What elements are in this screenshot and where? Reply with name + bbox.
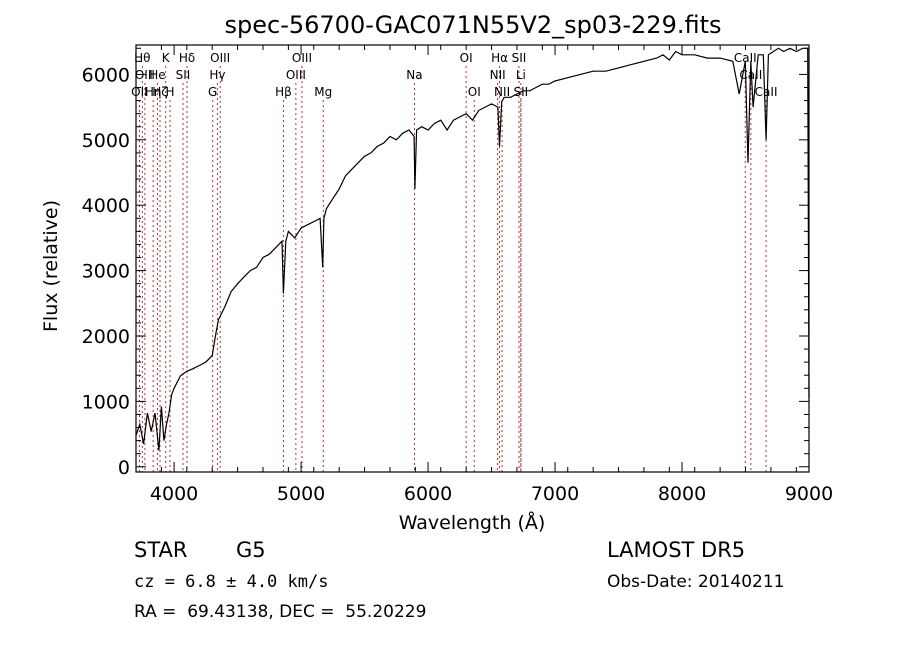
x-tick-label: 5000 [277,483,325,505]
y-tick-label: 4000 [82,195,130,217]
line-marker-label: Mg [314,85,332,99]
y-axis-label: Flux (relative) [40,200,62,332]
line-marker-label: Hη [145,85,162,99]
class-label: STAR [134,538,188,562]
line-marker-label: OI [468,85,481,99]
x-tick-label: 4000 [150,483,198,505]
y-tick-label: 0 [118,457,130,479]
coordinates: RA = 69.43138, DEC = 55.20229 [134,602,427,622]
line-marker-label: Hα [491,51,508,65]
line-marker-label: SII [176,68,191,82]
obs-date: Obs-Date: 20140211 [607,572,785,592]
y-tick-label: 2000 [82,326,130,348]
line-marker-label: H [166,85,175,99]
x-tick-label: 7000 [531,483,579,505]
line-marker-label: Hζ [152,85,168,99]
line-marker-label: He [149,68,165,82]
line-marker-label: Hθ [134,51,150,65]
line-marker-label: OIII [210,51,230,65]
plot-frame [135,44,810,473]
x-tick-label: 9000 [785,483,833,505]
line-marker-group [138,66,767,472]
y-tick-label: 3000 [82,261,130,283]
line-marker-label: SII [512,51,527,65]
chart-title: spec-56700-GAC071N55V2_sp03-229.fits [225,11,722,39]
x-tick-label: 6000 [404,483,452,505]
line-marker-label: Na [406,68,422,82]
line-marker-label: G [208,85,217,99]
line-marker-label: OI [460,51,473,65]
y-tick-label: 5000 [82,130,130,152]
line-marker-label: OIII [135,68,155,82]
line-marker-label: Hβ [275,85,292,99]
line-marker-label: NII [494,85,510,99]
redshift-text: cz = 6.8 ± 4.0 km/s [134,572,329,592]
line-marker-label: NII [490,68,506,82]
x-tick-label: 8000 [658,483,706,505]
x-axis: 4000 5000 6000 7000 8000 9000 [135,45,833,505]
survey-label: LAMOST DR5 [607,538,746,562]
line-marker-label: OIII [286,68,306,82]
line-marker-label: OIII [292,51,312,65]
line-marker-label: OII [131,85,148,99]
line-marker-label: K [162,51,171,65]
line-marker-label: Hγ [209,68,225,82]
y-tick-label: 6000 [82,64,130,86]
line-label-group: OIIHθOIIIHηHeHζKHSIIHδGHγOIIIHβOIIIOIIIM… [131,51,777,99]
line-marker-label: Li [516,68,526,82]
subclass-label: G5 [236,538,266,562]
spectrum-line [135,47,810,451]
x-axis-label: Wavelength (Å) [399,511,546,534]
line-marker-label: Hδ [179,51,195,65]
y-axis: 0 1000 2000 3000 4000 5000 6000 [82,47,809,479]
line-marker-label: CaII [755,85,778,99]
y-tick-label: 1000 [82,391,130,413]
